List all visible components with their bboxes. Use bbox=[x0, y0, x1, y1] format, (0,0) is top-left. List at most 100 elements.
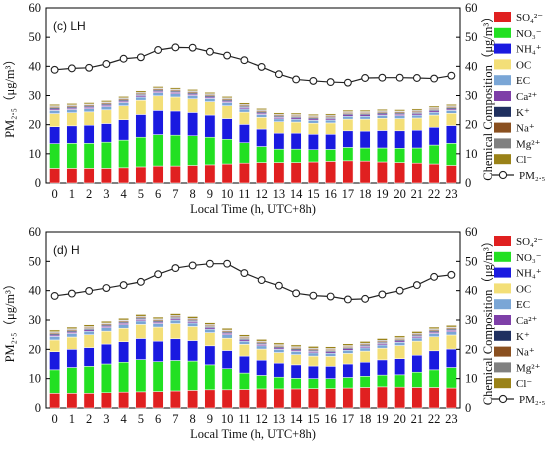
bar-segment bbox=[325, 356, 337, 367]
bar-segment bbox=[152, 361, 164, 392]
bar-segment bbox=[169, 313, 181, 316]
pm25-marker bbox=[171, 43, 180, 52]
legend-label: NO₃⁻ bbox=[516, 28, 542, 40]
y-tick-label-left: 0 bbox=[35, 176, 41, 190]
pm25-marker bbox=[309, 76, 318, 85]
pm25-marker bbox=[274, 70, 283, 79]
pm25-marker bbox=[154, 270, 163, 279]
legend-swatch bbox=[494, 362, 511, 373]
bar-segment bbox=[325, 122, 337, 135]
legend-swatch bbox=[494, 236, 511, 246]
y-axis-title-left: PM₂.₅（μg/m³） bbox=[3, 278, 17, 363]
bar-segment bbox=[169, 338, 181, 361]
bar-segment bbox=[221, 118, 233, 140]
bar-segment bbox=[169, 93, 181, 98]
bar-segment bbox=[238, 344, 250, 357]
pm25-marker bbox=[343, 295, 352, 304]
bar-segment bbox=[394, 374, 406, 388]
legend-label: PM₂.₅ bbox=[519, 394, 545, 406]
legend-swatch bbox=[494, 378, 511, 389]
bar-segment bbox=[342, 160, 354, 184]
bar-segment bbox=[238, 372, 250, 390]
bar-segment bbox=[342, 147, 354, 162]
bar-segment bbox=[187, 360, 199, 391]
bar-segment bbox=[359, 109, 371, 112]
bar-segment bbox=[169, 96, 181, 112]
bar-segment bbox=[342, 115, 354, 120]
pm25-marker bbox=[412, 74, 421, 82]
pm25-marker bbox=[395, 286, 404, 295]
pm25-marker bbox=[223, 51, 232, 60]
bar-segment bbox=[256, 114, 268, 118]
x-tick-label: 1 bbox=[69, 412, 75, 426]
pm25-marker bbox=[240, 56, 249, 65]
bar-segment bbox=[376, 374, 388, 388]
bar-segment bbox=[445, 325, 457, 328]
bar-segment bbox=[204, 136, 216, 166]
bar-segment bbox=[221, 96, 233, 99]
bar-segment bbox=[238, 389, 250, 409]
bar-stack-group bbox=[49, 313, 457, 409]
pm25-marker bbox=[326, 78, 335, 87]
bar-segment bbox=[49, 336, 61, 341]
legend-swatch bbox=[494, 43, 511, 54]
y-tick-label-right: 20 bbox=[465, 342, 478, 356]
bar-segment bbox=[273, 362, 285, 378]
bar-segment bbox=[204, 345, 216, 366]
bar-segment bbox=[342, 377, 354, 389]
bar-segment bbox=[445, 334, 457, 350]
bar-segment bbox=[49, 351, 61, 371]
bar-segment bbox=[273, 376, 285, 390]
y-tick-label-right: 0 bbox=[465, 176, 471, 190]
bar-segment bbox=[411, 337, 423, 342]
bar-segment bbox=[394, 162, 406, 184]
bar-segment bbox=[100, 330, 112, 345]
bar-segment bbox=[359, 160, 371, 184]
legend: SO₄²⁻ NO₃⁻ NH₄⁺ OC EC Ca²⁺ K⁺ Na⁺ Mg²⁺ Cl⁻ PM₂.₅ bbox=[492, 236, 545, 406]
legend-label: Cl⁻ bbox=[516, 154, 532, 166]
x-tick-label: 19 bbox=[376, 187, 389, 201]
pm25-marker bbox=[361, 74, 370, 82]
bar-segment bbox=[359, 350, 371, 363]
bar-segment bbox=[394, 109, 406, 112]
legend-label: NH₄⁺ bbox=[516, 44, 542, 56]
bar-segment bbox=[325, 346, 337, 349]
pm25-marker bbox=[395, 73, 404, 82]
y-axis-title-left: PM₂.₅（μg/m³） bbox=[3, 53, 17, 138]
bar-segment bbox=[187, 316, 199, 319]
bar-segment bbox=[118, 361, 130, 393]
bar-segment bbox=[221, 102, 233, 106]
legend-label: OC bbox=[516, 283, 531, 295]
legend-swatch bbox=[494, 330, 511, 341]
bar-segment bbox=[256, 339, 268, 342]
pm25-marker bbox=[119, 281, 128, 290]
bar-segment bbox=[342, 387, 354, 409]
bar-segment bbox=[411, 331, 423, 334]
bar-segment bbox=[307, 346, 319, 349]
bar-segment bbox=[445, 125, 457, 144]
bar-segment bbox=[83, 168, 95, 184]
pm25-marker bbox=[136, 53, 145, 62]
y-tick-label-right: 40 bbox=[465, 284, 478, 298]
y-tick-label-left: 40 bbox=[29, 59, 42, 73]
bar-segment bbox=[411, 114, 423, 119]
y-tick-label-left: 30 bbox=[29, 313, 42, 327]
legend-swatch bbox=[494, 154, 511, 165]
legend-swatch bbox=[494, 122, 511, 133]
bar-segment bbox=[221, 389, 233, 409]
bar-segment bbox=[376, 359, 388, 376]
bar-segment bbox=[273, 342, 285, 345]
bar-segment bbox=[394, 335, 406, 338]
pm25-marker bbox=[430, 74, 439, 83]
bar-segment bbox=[359, 130, 371, 149]
bar-segment bbox=[342, 343, 354, 346]
bar-segment bbox=[307, 388, 319, 409]
bar-segment bbox=[66, 125, 78, 144]
x-tick-label: 11 bbox=[238, 187, 250, 201]
bar-segment bbox=[100, 106, 112, 111]
y-tick-label-left: 60 bbox=[29, 1, 42, 15]
bar-segment bbox=[256, 117, 268, 130]
x-tick-label: 12 bbox=[255, 187, 268, 201]
x-tick-label: 0 bbox=[52, 412, 58, 426]
legend: SO₄²⁻ NO₃⁻ NH₄⁺ OC EC Ca²⁺ K⁺ Na⁺ Mg²⁺ Cl⁻ PM₂.₅ bbox=[492, 12, 545, 182]
